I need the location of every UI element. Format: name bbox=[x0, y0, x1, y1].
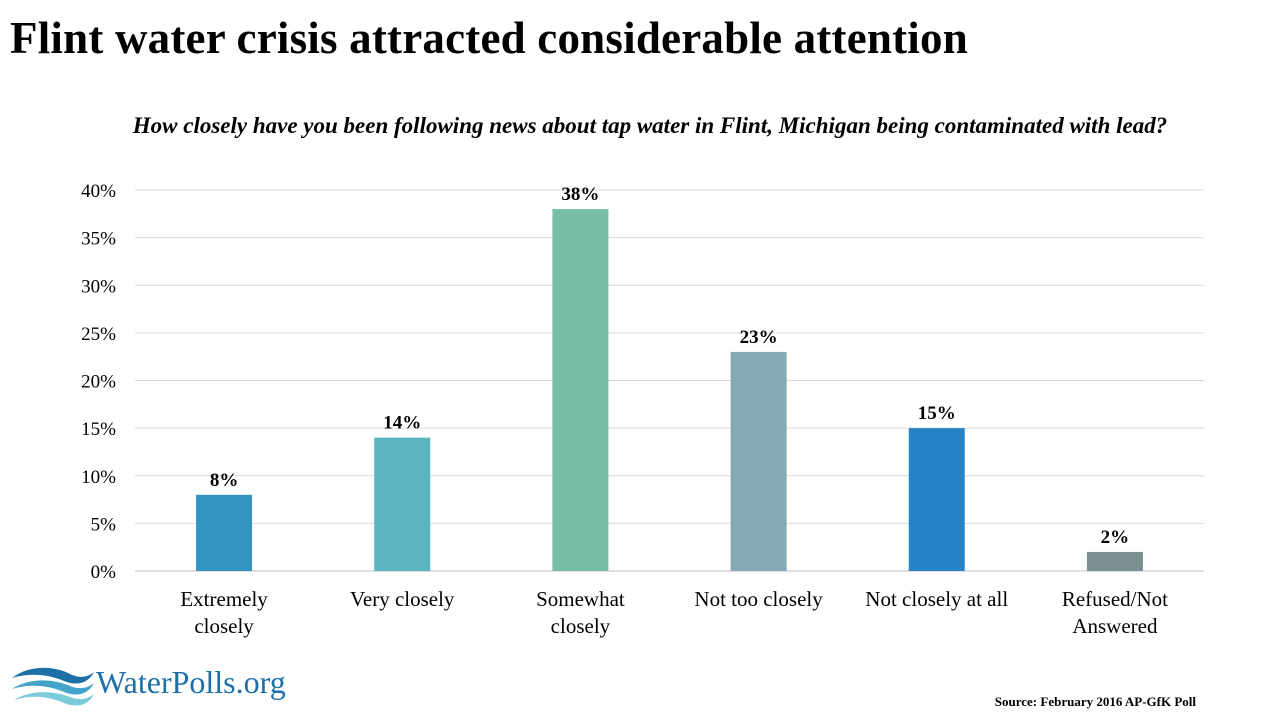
bar bbox=[730, 351, 787, 571]
source-note: Source: February 2016 AP-GfK Poll bbox=[994, 694, 1196, 709]
x-tick-label: Not closely at all bbox=[865, 587, 1008, 611]
data-label: 38% bbox=[561, 184, 599, 205]
data-label: 2% bbox=[1101, 527, 1130, 548]
water-waves-icon bbox=[12, 667, 94, 706]
data-label: 15% bbox=[918, 403, 956, 424]
bar bbox=[374, 437, 431, 571]
chart-subtitle: How closely have you been following news… bbox=[132, 113, 1168, 138]
y-tick-label: 30% bbox=[81, 276, 116, 297]
bar bbox=[552, 209, 609, 572]
x-tick-label: Somewhat closely bbox=[536, 587, 625, 638]
x-tick-label: Very closely bbox=[350, 587, 455, 611]
data-label: 8% bbox=[210, 470, 239, 491]
y-tick-label: 15% bbox=[81, 419, 116, 440]
y-tick-label: 35% bbox=[81, 229, 116, 250]
y-tick-label: 20% bbox=[81, 372, 116, 393]
bar bbox=[196, 494, 253, 571]
y-tick-label: 10% bbox=[81, 467, 116, 488]
data-label: 23% bbox=[740, 327, 778, 348]
x-tick-label: Refused/Not Answered bbox=[1062, 587, 1168, 638]
bar bbox=[1086, 551, 1143, 571]
x-tick-label: Not too closely bbox=[694, 587, 823, 611]
y-tick-label: 40% bbox=[81, 181, 116, 202]
bar bbox=[908, 428, 965, 571]
chart-title: Flint water crisis attracted considerabl… bbox=[10, 13, 968, 63]
y-tick-label: 5% bbox=[91, 514, 117, 535]
waterpolls-logo: WaterPolls.org bbox=[10, 660, 310, 710]
y-tick-label: 0% bbox=[91, 562, 117, 583]
y-tick-label: 25% bbox=[81, 324, 116, 345]
data-label: 14% bbox=[383, 413, 421, 434]
x-tick-label: Extremely closely bbox=[180, 587, 268, 638]
logo-text: WaterPolls.org bbox=[96, 664, 286, 700]
